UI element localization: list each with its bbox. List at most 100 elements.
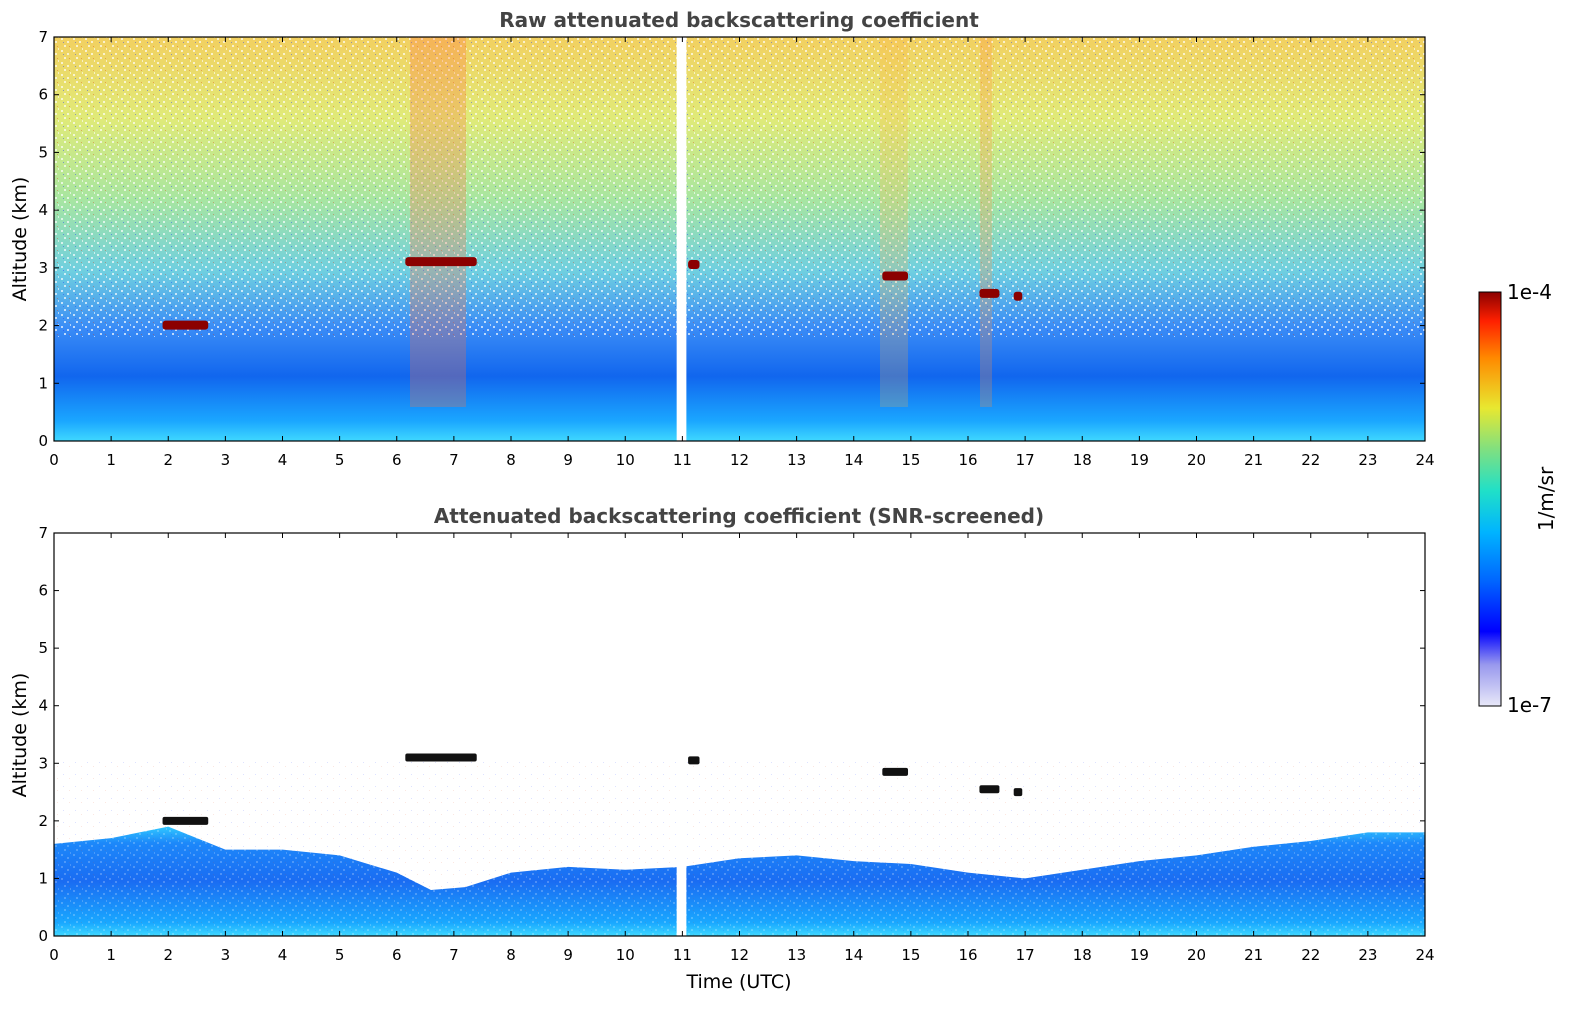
x-tick-label: 8 [506, 451, 516, 469]
raw-cloud-feature [979, 288, 1000, 298]
y-tick-label: 1 [38, 869, 48, 887]
y-tick-label: 6 [38, 582, 48, 600]
x-tick-label: 23 [1358, 946, 1377, 964]
x-tick-label: 0 [49, 946, 59, 964]
y-tick-label: 5 [38, 639, 48, 657]
top-x-axis: 0 1 2 3 4 5 6 7 8 9 10 11 12 13 14 15 16 17 18 19 20 21 22 23 24 [49, 37, 1435, 469]
y-tick-label: 4 [38, 201, 48, 219]
y-tick-label: 0 [38, 927, 48, 945]
x-tick-label: 21 [1244, 946, 1263, 964]
screened-cloud-feature [405, 753, 477, 762]
x-tick-label: 10 [616, 946, 635, 964]
raw-cloud-feature [882, 271, 909, 281]
x-tick-label: 21 [1244, 451, 1263, 469]
raw-high-signal-column-3 [980, 37, 992, 407]
x-axis-label: Time (UTC) [685, 971, 791, 993]
raw-cloud-feature [1013, 291, 1023, 301]
colorbar: 1e-4 1e-7 1/m/sr [1478, 280, 1558, 717]
x-tick-label: 3 [221, 946, 231, 964]
x-tick-label: 20 [1187, 451, 1206, 469]
colorbar-unit-label: 1/m/sr [1534, 466, 1558, 531]
screened-cloud-feature [688, 756, 700, 765]
x-tick-label: 1 [106, 451, 116, 469]
x-tick-label: 13 [787, 946, 806, 964]
x-tick-label: 6 [392, 451, 402, 469]
raw-cloud-feature [405, 257, 477, 267]
y-tick-label: 1 [38, 374, 48, 392]
x-tick-label: 9 [563, 451, 573, 469]
x-tick-label: 18 [1073, 451, 1092, 469]
x-tick-label: 22 [1301, 451, 1320, 469]
x-tick-label: 0 [49, 451, 59, 469]
x-tick-label: 14 [844, 946, 863, 964]
x-tick-label: 19 [1130, 451, 1149, 469]
x-tick-label: 7 [449, 946, 459, 964]
x-tick-label: 23 [1358, 451, 1377, 469]
top-panel-title: Raw attenuated backscattering coefficien… [499, 8, 979, 32]
y-tick-label: 3 [38, 754, 48, 772]
x-tick-label: 15 [901, 451, 920, 469]
top-y-axis-label: Altitude (km) [9, 177, 31, 302]
bottom-y-axis: 0 1 2 3 4 5 6 7 [38, 524, 1425, 945]
y-tick-label: 7 [38, 524, 48, 542]
x-tick-label: 2 [163, 946, 173, 964]
x-tick-label: 13 [787, 451, 806, 469]
x-tick-label: 12 [730, 451, 749, 469]
x-tick-label: 2 [163, 451, 173, 469]
y-tick-label: 6 [38, 86, 48, 104]
x-tick-label: 20 [1187, 946, 1206, 964]
x-tick-label: 6 [392, 946, 402, 964]
x-tick-label: 11 [673, 451, 692, 469]
bottom-y-axis-label: Altitude (km) [9, 673, 31, 798]
raw-data-gap [676, 37, 687, 441]
x-tick-label: 19 [1130, 946, 1149, 964]
raw-high-signal-column-1 [410, 37, 466, 407]
x-tick-label: 1 [106, 946, 116, 964]
x-tick-label: 15 [901, 946, 920, 964]
raw-heatmap [54, 37, 1425, 441]
y-tick-label: 2 [38, 812, 48, 830]
x-tick-label: 4 [278, 946, 288, 964]
x-tick-label: 16 [958, 451, 977, 469]
screened-cloud-layers [162, 753, 1023, 825]
bottom-panel: Attenuated backscattering coefficient (S… [9, 504, 1435, 993]
screened-cloud-feature [162, 816, 209, 825]
x-tick-label: 9 [563, 946, 573, 964]
raw-cloud-feature [688, 259, 700, 269]
y-tick-label: 2 [38, 317, 48, 335]
x-tick-label: 4 [278, 451, 288, 469]
x-tick-label: 16 [958, 946, 977, 964]
screened-cloud-feature [882, 767, 909, 776]
x-tick-label: 22 [1301, 946, 1320, 964]
colorbar-max-label: 1e-4 [1507, 280, 1552, 304]
screened-heatmap [54, 533, 1425, 936]
top-y-axis: 0 1 2 3 4 5 6 7 [38, 28, 1425, 450]
x-tick-label: 12 [730, 946, 749, 964]
x-tick-label: 17 [1016, 451, 1035, 469]
x-tick-label: 24 [1415, 451, 1434, 469]
screened-cloud-feature [1013, 788, 1023, 797]
y-tick-label: 0 [38, 432, 48, 450]
x-tick-label: 5 [335, 946, 345, 964]
bottom-panel-title: Attenuated backscattering coefficient (S… [434, 504, 1044, 528]
x-tick-label: 24 [1415, 946, 1434, 964]
x-tick-label: 11 [673, 946, 692, 964]
x-tick-label: 8 [506, 946, 516, 964]
raw-cloud-feature [162, 320, 209, 330]
raw-noise-texture [54, 37, 1425, 337]
x-tick-label: 17 [1016, 946, 1035, 964]
raw-cloud-layers [162, 257, 1023, 330]
bottom-x-axis: 0 1 2 3 4 5 6 7 8 9 10 11 12 13 14 15 16 17 18 19 20 21 22 23 24 [49, 533, 1435, 964]
y-tick-label: 5 [38, 143, 48, 161]
y-tick-label: 4 [38, 697, 48, 715]
y-tick-label: 3 [38, 259, 48, 277]
colorbar-scale [1478, 291, 1502, 707]
screened-cloud-feature [979, 785, 1000, 794]
colorbar-min-label: 1e-7 [1507, 693, 1552, 717]
x-tick-label: 10 [616, 451, 635, 469]
x-tick-label: 14 [844, 451, 863, 469]
x-tick-label: 18 [1073, 946, 1092, 964]
y-tick-label: 7 [38, 28, 48, 46]
screened-noise-texture [54, 760, 1425, 936]
